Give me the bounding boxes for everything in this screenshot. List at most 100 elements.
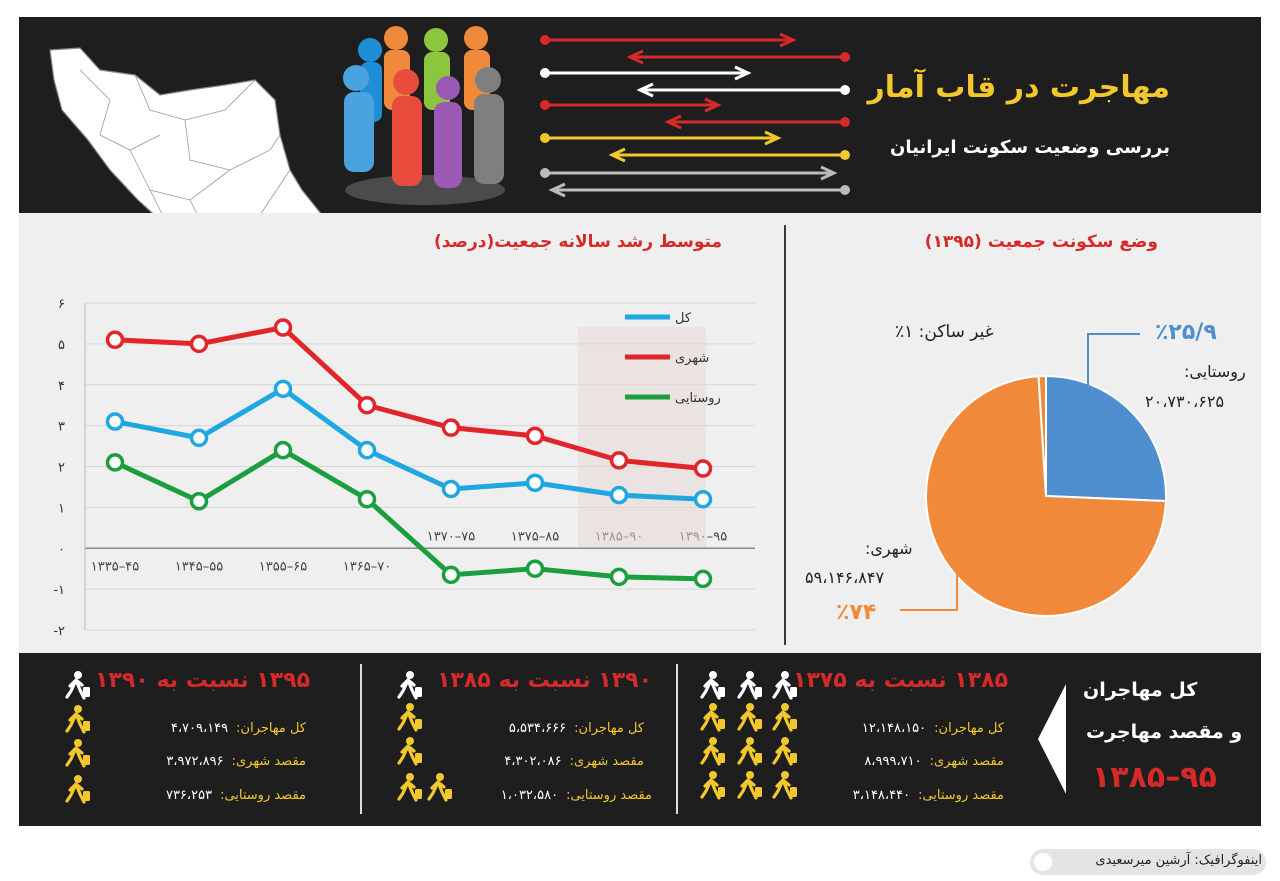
y-tick-label: ۶: [58, 297, 65, 312]
pie-rural-value: ۲۰،۷۳۰،۶۲۵: [1145, 392, 1225, 411]
y-tick-label: ۵: [58, 338, 65, 353]
footer-divider-1: [360, 664, 362, 814]
panel-3-row-urban: مقصد شهری:۳،۹۷۲،۸۹۶: [166, 754, 306, 769]
data-point: [273, 318, 293, 337]
data-point: [525, 473, 545, 493]
page-title: مهاجرت در قاب آمار: [867, 70, 1170, 105]
y-tick-label: ۲: [58, 461, 65, 476]
pie-rural-percent: ٪۲۵/۹: [1155, 320, 1217, 345]
line-chart: -۲ -۱ ۰ ۱ ۲ ۳ ۴ ۵ ۶ ۱۳۳۵–۴۵ ۱۳۴۵–۵۵ ۱۳۵۵–۶۵ ۱۳۶۵–۷۰ ۱…: [53, 297, 755, 639]
legend-label: شهری: [675, 351, 709, 366]
data-point: [525, 559, 545, 578]
credit-dot-icon: [1034, 853, 1052, 871]
migrant-icon-yellow: [737, 737, 762, 766]
migrant-icon-white: [772, 671, 797, 700]
data-point: [357, 395, 377, 415]
data-point: [693, 489, 713, 509]
data-point: [105, 453, 125, 472]
caption-pointer-icon: [1038, 684, 1066, 794]
y-tick-label: ۰: [58, 542, 65, 557]
pie-chart-title: وضع سکونت جمعیت (۱۳۹۵): [924, 232, 1158, 252]
series-line: [114, 386, 704, 502]
main-divider: [784, 225, 786, 645]
pie-urban-value: ۵۹،۱۴۶،۸۴۷: [805, 568, 885, 587]
migrant-icon-yellow: [772, 771, 797, 800]
data-point: [357, 440, 377, 460]
data-point: [105, 412, 125, 431]
data-point: [357, 489, 377, 509]
migrant-icon-white: [737, 671, 762, 700]
panel-1-row-urban: مقصد شهری:۸،۹۹۹،۷۱۰: [864, 754, 1004, 769]
people-group-icon: [343, 26, 505, 205]
data-point: [189, 334, 209, 354]
panel-2-row-urban: مقصد شهری:۴،۳۰۲،۰۸۶: [504, 754, 644, 769]
pie-urban-percent: ٪۷۴: [836, 600, 877, 625]
y-tick-label: -۱: [53, 583, 65, 598]
data-point: [693, 569, 713, 589]
panel-1-row-rural: مقصد روستایی:۳،۱۴۸،۴۴۰: [852, 788, 1004, 803]
migrant-icon-white: [65, 671, 90, 700]
data-point: [609, 451, 629, 470]
caption-line-2: و مقصد مهاجرت: [1086, 721, 1243, 743]
x-tick-label: ۱۳۳۵–۴۵: [91, 559, 139, 574]
pie-chart: [925, 374, 1167, 617]
caption-line-1: کل مهاجران: [1083, 679, 1198, 701]
pie-nonresident-label: غیر ساکن: ۱٪: [895, 322, 994, 342]
pie-leader-lines: [900, 333, 1140, 611]
pie-urban-label: شهری:: [865, 539, 913, 558]
migration-arrows-icon: [540, 32, 850, 198]
x-tick-label: ۱۳۴۵–۵۵: [175, 559, 223, 574]
y-tick-label: ۱: [58, 501, 65, 516]
panel-3-row-total: کل مهاجران:۴،۷۰۹،۱۴۹: [170, 721, 306, 736]
data-point: [441, 565, 461, 585]
y-tick-label: -۲: [53, 624, 65, 639]
data-point: [273, 440, 293, 460]
data-point: [441, 418, 461, 437]
pie-rural-label: روستایی:: [1184, 362, 1246, 381]
y-tick-label: ۴: [58, 379, 65, 394]
migrant-icon-yellow: [772, 737, 797, 766]
panel-2-row-total: کل مهاجران:۵،۵۳۴،۶۶۶: [508, 721, 644, 736]
migrant-icon-yellow: [700, 771, 725, 800]
migrant-icon-white: [397, 671, 422, 700]
migrant-icon-yellow: [700, 737, 725, 766]
migrant-icon-yellow: [737, 771, 762, 800]
data-point: [609, 485, 629, 505]
migrant-icon-yellow: [397, 703, 422, 732]
data-point: [105, 330, 125, 350]
panel-1-row-total: کل مهاجران:۱۲،۱۴۸،۱۵۰: [861, 721, 1004, 736]
data-point: [525, 426, 545, 446]
caption-years: ۱۳۸۵–۹۵: [1092, 760, 1217, 795]
data-point: [441, 479, 461, 499]
migrant-icon-yellow: [700, 703, 725, 732]
migrant-icon-yellow: [427, 773, 452, 802]
x-tick-label: ۱۳۵۵–۶۵: [259, 559, 307, 574]
data-point: [609, 567, 629, 587]
caption-panel: [1060, 666, 1250, 816]
migrant-icons: [65, 671, 797, 804]
x-tick-label: ۱۳۷۵–۸۵: [511, 529, 559, 544]
migrant-icon-yellow: [65, 739, 90, 768]
x-tick-label: ۱۳۶۵–۷۰: [343, 559, 391, 574]
pie-slice: [925, 375, 1167, 617]
legend-label: کل: [675, 311, 692, 326]
credit-text: اینفوگرافیک: آرشین میرسعیدی: [1095, 853, 1262, 868]
panel-2-row-rural: مقصد روستایی:۱،۰۳۲،۵۸۰: [500, 788, 652, 803]
pie-slice: [1045, 374, 1167, 503]
footer-divider-2: [676, 664, 678, 814]
migrant-icon-yellow: [65, 775, 90, 804]
migrant-icon-yellow: [397, 737, 422, 766]
legend-label: روستایی: [675, 391, 721, 406]
migrant-icon-yellow: [737, 703, 762, 732]
panel-2-title: ۱۳۹۰ نسبت به ۱۳۸۵: [437, 668, 652, 693]
migrant-icon-yellow: [397, 773, 422, 802]
data-point: [189, 491, 209, 511]
line-chart-title: متوسط رشد سالانه جمعیت(درصد): [433, 232, 722, 252]
migrant-icon-white: [700, 671, 725, 700]
data-point: [693, 459, 713, 478]
series-line: [114, 325, 704, 472]
y-tick-label: ۳: [58, 420, 65, 435]
page-subtitle: بررسی وضعیت سکونت ایرانیان: [890, 137, 1170, 158]
watermark-logo: [578, 327, 706, 547]
panel-3-row-rural: مقصد روستایی:۷۳۶،۲۵۳: [165, 788, 306, 803]
